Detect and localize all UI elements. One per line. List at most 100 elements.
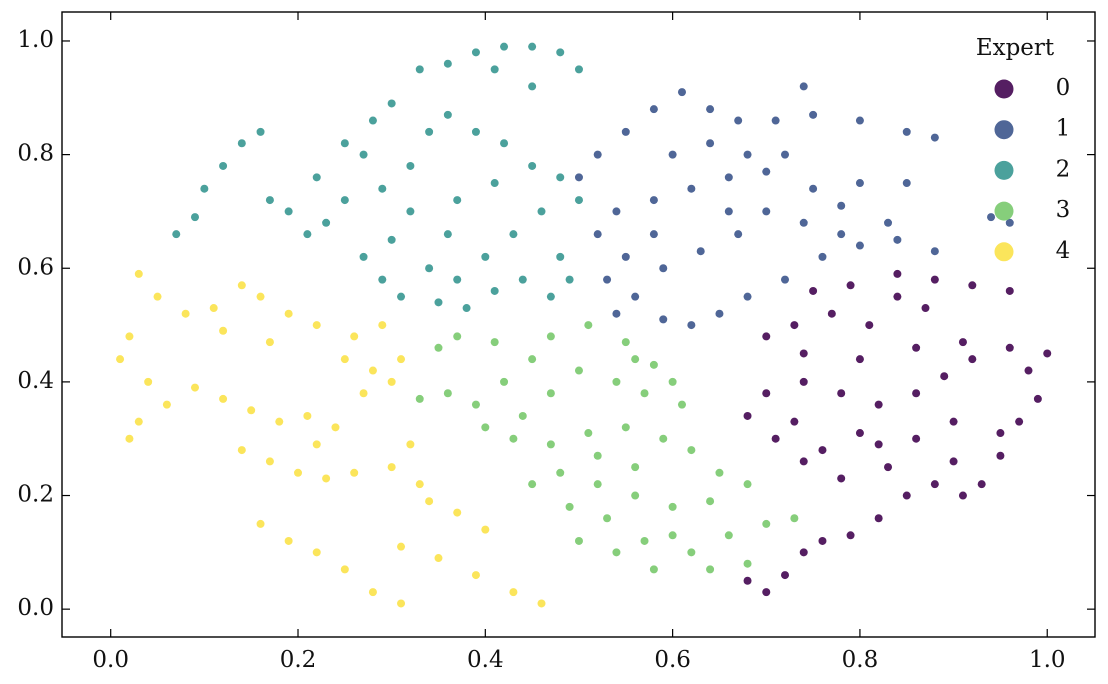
point (565, 275, 574, 284)
point (387, 99, 396, 108)
point (855, 116, 864, 125)
point (219, 326, 228, 335)
point (762, 519, 771, 528)
point (649, 565, 658, 574)
point (294, 468, 303, 477)
point (603, 275, 612, 284)
point (912, 434, 921, 443)
point (312, 548, 321, 557)
point (209, 304, 218, 313)
point (340, 565, 349, 574)
point (687, 184, 696, 193)
point (125, 434, 134, 443)
point (490, 286, 499, 295)
point (490, 65, 499, 74)
point (556, 468, 565, 477)
x-tick-label: 0.6 (654, 647, 691, 673)
point (481, 423, 490, 432)
point (809, 286, 818, 295)
point (855, 179, 864, 188)
point (443, 389, 452, 398)
point (359, 389, 368, 398)
point (799, 218, 808, 227)
point (884, 218, 893, 227)
point (528, 82, 537, 91)
point (219, 161, 228, 170)
x-tick-label: 1.0 (1029, 647, 1066, 673)
x-tick-label: 0.4 (467, 647, 504, 673)
point (378, 321, 387, 330)
point (312, 321, 321, 330)
point (621, 127, 630, 136)
point (659, 315, 668, 324)
point (734, 230, 743, 239)
point (462, 304, 471, 313)
point (734, 116, 743, 125)
point (612, 207, 621, 216)
point (415, 394, 424, 403)
point (471, 127, 480, 136)
point (219, 394, 228, 403)
point (649, 105, 658, 114)
point (200, 184, 209, 193)
point (631, 463, 640, 472)
point (265, 457, 274, 466)
point (593, 480, 602, 489)
point (818, 252, 827, 261)
point (1024, 366, 1033, 375)
point (649, 360, 658, 369)
point (425, 264, 434, 273)
point (762, 389, 771, 398)
point (1043, 349, 1052, 358)
point (471, 400, 480, 409)
point (556, 48, 565, 57)
point (322, 474, 331, 483)
point (668, 531, 677, 540)
point (996, 429, 1005, 438)
point (593, 451, 602, 460)
point (584, 321, 593, 330)
point (958, 338, 967, 347)
point (556, 173, 565, 182)
point (631, 355, 640, 364)
point (912, 389, 921, 398)
point (706, 497, 715, 506)
point (368, 366, 377, 375)
point (724, 173, 733, 182)
point (958, 491, 967, 500)
point (556, 252, 565, 261)
point (668, 150, 677, 159)
point (612, 377, 621, 386)
point (668, 502, 677, 511)
point (350, 332, 359, 341)
point (799, 377, 808, 386)
points (116, 42, 1052, 608)
point (762, 588, 771, 597)
point (612, 309, 621, 318)
legend-label: 2 (1056, 156, 1071, 182)
point (865, 321, 874, 330)
point (855, 241, 864, 250)
point (706, 139, 715, 148)
legend-marker (994, 201, 1014, 221)
point (649, 196, 658, 205)
point (621, 252, 630, 261)
point (846, 281, 855, 290)
y-tick-label: 1.0 (17, 27, 54, 53)
point (893, 235, 902, 244)
point (574, 173, 583, 182)
point (481, 252, 490, 261)
point (649, 230, 658, 239)
point (1033, 394, 1042, 403)
point (387, 463, 396, 472)
legend-marker (994, 120, 1014, 140)
point (837, 230, 846, 239)
point (134, 269, 143, 278)
point (162, 400, 171, 409)
point (153, 292, 162, 301)
point (837, 201, 846, 210)
legend-label: 0 (1056, 75, 1071, 101)
point (837, 474, 846, 483)
point (284, 536, 293, 545)
point (490, 338, 499, 347)
